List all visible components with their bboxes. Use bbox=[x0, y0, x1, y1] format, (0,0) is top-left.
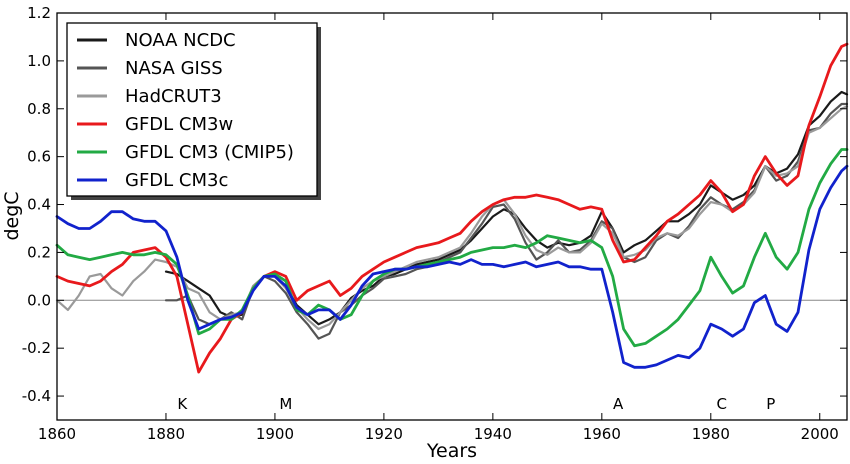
series-line-nasa-giss bbox=[164, 102, 849, 340]
legend-items: NOAA NCDC NASA GISS HadCRUT3 GFDL CM3w GFDL … bbox=[77, 30, 294, 191]
event-label-p: P bbox=[766, 395, 775, 413]
x-tick-label: 1960 bbox=[583, 425, 621, 443]
y-tick-label: 1.0 bbox=[27, 52, 51, 70]
series-layer bbox=[55, 42, 849, 374]
y-tick-label: -0.4 bbox=[22, 387, 51, 405]
x-axis-title: Years bbox=[426, 440, 477, 460]
event-label-c: C bbox=[716, 395, 726, 413]
legend-label: HadCRUT3 bbox=[125, 86, 222, 107]
x-tick-label: 1940 bbox=[474, 425, 512, 443]
y-axis-title: degC bbox=[1, 191, 23, 240]
legend: NOAA NCDC NASA GISS HadCRUT3 GFDL CM3w GFDL … bbox=[66, 22, 321, 200]
legend-label: GFDL CM3w bbox=[125, 114, 233, 135]
x-tick-label: 1900 bbox=[256, 425, 294, 443]
legend-label: GFDL CM3 (CMIP5) bbox=[125, 142, 294, 163]
legend-label: GFDL CM3c bbox=[125, 170, 228, 191]
legend-label: NOAA NCDC bbox=[125, 30, 236, 51]
legend-label: NASA GISS bbox=[125, 58, 223, 79]
y-tick-label: -0.2 bbox=[22, 339, 51, 357]
series-line-hadcrut3 bbox=[55, 105, 849, 331]
event-label-a: A bbox=[613, 395, 624, 413]
x-tick-label: 1980 bbox=[692, 425, 730, 443]
y-tick-label: 0.6 bbox=[27, 148, 51, 166]
y-tick-label: 0.8 bbox=[27, 100, 51, 118]
series-line-gfdl-cm3w bbox=[55, 42, 849, 374]
series-line-gfdl-cm3c bbox=[55, 164, 849, 369]
y-tick-label: 0.0 bbox=[27, 291, 51, 309]
axes: 1860 1880 1900 1920 1940 1960 1980 2000 -0.4 -0.2… bbox=[22, 4, 847, 443]
x-tick-label: 2000 bbox=[801, 425, 839, 443]
plot-frame bbox=[56, 12, 848, 421]
legend-box bbox=[66, 22, 318, 197]
y-tick-label: 0.4 bbox=[27, 196, 51, 214]
x-tick-label: 1860 bbox=[38, 425, 76, 443]
x-tick-label: 1920 bbox=[365, 425, 403, 443]
x-tick-label: 1880 bbox=[147, 425, 185, 443]
y-tick-label: 0.2 bbox=[27, 243, 51, 261]
event-label-k: K bbox=[177, 395, 188, 413]
event-label-m: M bbox=[279, 395, 292, 413]
y-tick-label: 1.2 bbox=[27, 4, 51, 22]
